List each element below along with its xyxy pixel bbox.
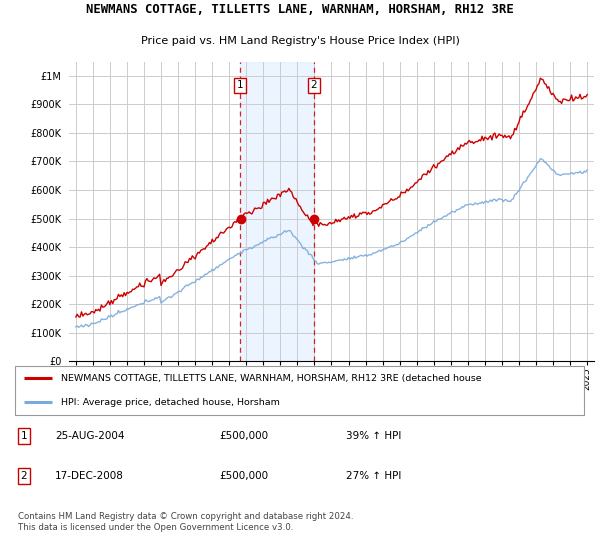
FancyBboxPatch shape: [15, 366, 584, 415]
Bar: [240, 62, 314, 361]
Text: 27% ↑ HPI: 27% ↑ HPI: [346, 471, 401, 481]
Text: Price paid vs. HM Land Registry's House Price Index (HPI): Price paid vs. HM Land Registry's House …: [140, 36, 460, 46]
Text: 2: 2: [20, 471, 27, 481]
Text: £500,000: £500,000: [220, 431, 268, 441]
Text: HPI: Average price, detached house, Horsham: HPI: Average price, detached house, Hors…: [61, 398, 280, 407]
Text: 39% ↑ HPI: 39% ↑ HPI: [346, 431, 401, 441]
Text: £500,000: £500,000: [220, 471, 268, 481]
Text: NEWMANS COTTAGE, TILLETTS LANE, WARNHAM, HORSHAM, RH12 3RE (detached house: NEWMANS COTTAGE, TILLETTS LANE, WARNHAM,…: [61, 374, 482, 383]
Text: NEWMANS COTTAGE, TILLETTS LANE, WARNHAM, HORSHAM, RH12 3RE: NEWMANS COTTAGE, TILLETTS LANE, WARNHAM,…: [86, 3, 514, 16]
Text: 2: 2: [310, 80, 317, 90]
Text: 1: 1: [20, 431, 27, 441]
Text: 17-DEC-2008: 17-DEC-2008: [55, 471, 124, 481]
Text: 1: 1: [237, 80, 244, 90]
Text: 25-AUG-2004: 25-AUG-2004: [55, 431, 125, 441]
Text: Contains HM Land Registry data © Crown copyright and database right 2024.
This d: Contains HM Land Registry data © Crown c…: [18, 512, 353, 532]
